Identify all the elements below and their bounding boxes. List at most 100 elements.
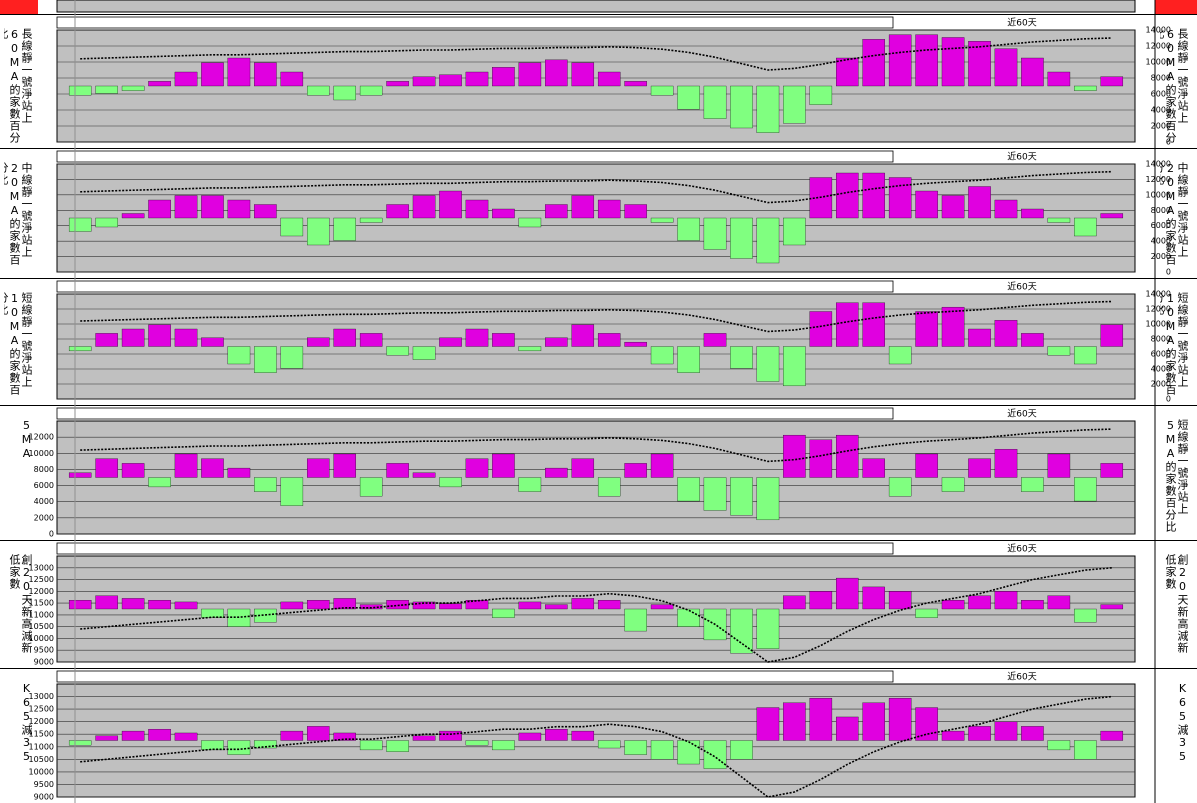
index-line: [80, 300, 1112, 333]
bar: [439, 74, 462, 87]
bar: [888, 591, 912, 610]
bar: [730, 740, 753, 760]
y2-tick-label: 10000: [1146, 190, 1171, 199]
y2-tick-label: 10500: [29, 622, 54, 631]
bar: [1100, 76, 1124, 87]
y2-tick-label: 12000: [29, 717, 54, 726]
y2-tick-label: 6000: [1151, 90, 1171, 99]
bar: [597, 740, 621, 749]
bar: [941, 37, 965, 87]
bar: [968, 595, 991, 610]
bar: [1021, 726, 1044, 741]
bar: [333, 598, 356, 610]
y2-tick-label: 11500: [29, 730, 54, 739]
bar: [201, 458, 224, 478]
bar: [597, 600, 621, 610]
bar: [386, 463, 409, 478]
bar: [597, 71, 621, 87]
bar: [1074, 608, 1097, 623]
bar: [307, 85, 330, 96]
bar: [809, 697, 833, 741]
bar: [359, 477, 383, 497]
bar: [227, 57, 251, 87]
bar: [412, 76, 436, 87]
bar: [994, 721, 1018, 741]
bar: [68, 85, 92, 96]
panel-label: 短線靜一號淨站上10MA的家數百分比: [1160, 292, 1188, 396]
bar: [756, 707, 780, 741]
y2-tick-label: 9500: [34, 780, 54, 789]
bar: [1021, 333, 1044, 347]
bar: [307, 217, 330, 246]
index-line: [80, 170, 1112, 204]
bar: [809, 591, 833, 610]
bar: [492, 740, 515, 751]
bar: [412, 195, 436, 219]
note: 近60天: [1007, 17, 1036, 29]
bar: [783, 217, 806, 246]
bar: [439, 730, 462, 741]
bar: [201, 337, 224, 347]
bar: [836, 577, 859, 610]
bar: [677, 608, 700, 627]
y2-tick-label: 8000: [1151, 74, 1171, 83]
bar: [412, 346, 436, 360]
bar: [121, 730, 145, 741]
bar: [1074, 217, 1097, 237]
bar: [386, 346, 409, 356]
bar: [465, 71, 489, 87]
bar: [1100, 213, 1124, 219]
bar: [95, 735, 118, 741]
bar: [1021, 477, 1044, 492]
y2-tick-label: 10000: [29, 634, 54, 643]
bar: [333, 217, 356, 241]
bar: [359, 85, 383, 96]
bar: [280, 477, 304, 506]
y2-tick-label: 8000: [34, 465, 54, 474]
bar: [783, 702, 806, 741]
index-line: [80, 695, 1112, 798]
bar: [148, 477, 171, 488]
panel-label: 長線靜一號淨站上60MA的家數百分比: [4, 28, 32, 144]
bar: [1100, 604, 1124, 610]
bar: [545, 337, 568, 347]
bar: [121, 598, 145, 610]
panel-label: 中線靜一號淨站上20MA的家數百分比: [4, 162, 32, 266]
bar: [518, 346, 542, 352]
bar: [95, 85, 118, 94]
bar: [307, 337, 330, 347]
legend-strip: [56, 280, 894, 293]
bar: [624, 81, 647, 87]
bar: [650, 740, 674, 760]
bar: [677, 85, 700, 110]
y2-tick-label: 11000: [29, 742, 54, 751]
bar: [915, 707, 938, 741]
bar: [68, 600, 92, 610]
bar: [439, 337, 462, 347]
panel-label: 短線靜一號淨站上5MA的家數百分比: [1164, 419, 1188, 533]
y2-tick-label: 10500: [29, 755, 54, 764]
bar: [571, 730, 595, 741]
bar: [465, 600, 489, 610]
bar: [227, 740, 251, 755]
bar: [492, 453, 515, 478]
bar: [492, 608, 515, 618]
bar: [994, 591, 1018, 610]
bar: [756, 608, 780, 649]
bar: [148, 324, 171, 347]
bar: [1074, 740, 1097, 760]
bar: [174, 71, 198, 87]
bar: [650, 604, 674, 610]
bar: [518, 732, 542, 741]
bar: [624, 740, 647, 755]
bar: [254, 204, 277, 219]
bar: [545, 604, 568, 610]
y2-tick-label: 0: [1166, 268, 1171, 277]
y2-tick-label: 12000: [1146, 175, 1171, 184]
note: 近60天: [1007, 543, 1036, 555]
bar: [1100, 730, 1124, 741]
bar: [756, 85, 780, 133]
bar: [650, 346, 674, 365]
bar: [121, 213, 145, 219]
